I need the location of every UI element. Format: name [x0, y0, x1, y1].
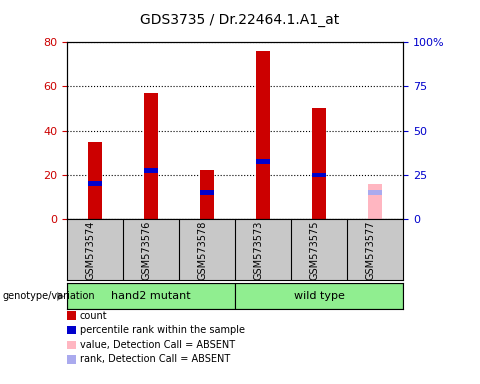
- Bar: [312, 109, 326, 219]
- Bar: [88, 142, 102, 219]
- Bar: [144, 168, 158, 172]
- Text: count: count: [80, 311, 108, 321]
- Bar: [88, 181, 102, 186]
- Text: GSM573576: GSM573576: [141, 221, 151, 280]
- Text: GSM573575: GSM573575: [309, 221, 319, 280]
- Bar: [144, 93, 158, 219]
- Text: wild type: wild type: [294, 291, 345, 301]
- Text: GSM573574: GSM573574: [85, 221, 95, 280]
- Text: GSM573573: GSM573573: [253, 221, 263, 280]
- Bar: [256, 51, 270, 219]
- Text: percentile rank within the sample: percentile rank within the sample: [80, 325, 245, 335]
- Text: GDS3735 / Dr.22464.1.A1_at: GDS3735 / Dr.22464.1.A1_at: [140, 13, 340, 27]
- Bar: [312, 172, 326, 177]
- Bar: [368, 190, 382, 195]
- Text: value, Detection Call = ABSENT: value, Detection Call = ABSENT: [80, 340, 235, 350]
- Bar: [200, 190, 214, 195]
- Text: GSM573578: GSM573578: [197, 221, 207, 280]
- Text: rank, Detection Call = ABSENT: rank, Detection Call = ABSENT: [80, 354, 230, 364]
- Bar: [368, 184, 382, 219]
- Bar: [256, 159, 270, 164]
- Text: hand2 mutant: hand2 mutant: [111, 291, 191, 301]
- Text: GSM573577: GSM573577: [365, 221, 375, 280]
- Text: genotype/variation: genotype/variation: [2, 291, 95, 301]
- Bar: [67, 283, 235, 309]
- Polygon shape: [57, 291, 64, 301]
- Bar: [200, 170, 214, 219]
- Bar: [235, 283, 403, 309]
